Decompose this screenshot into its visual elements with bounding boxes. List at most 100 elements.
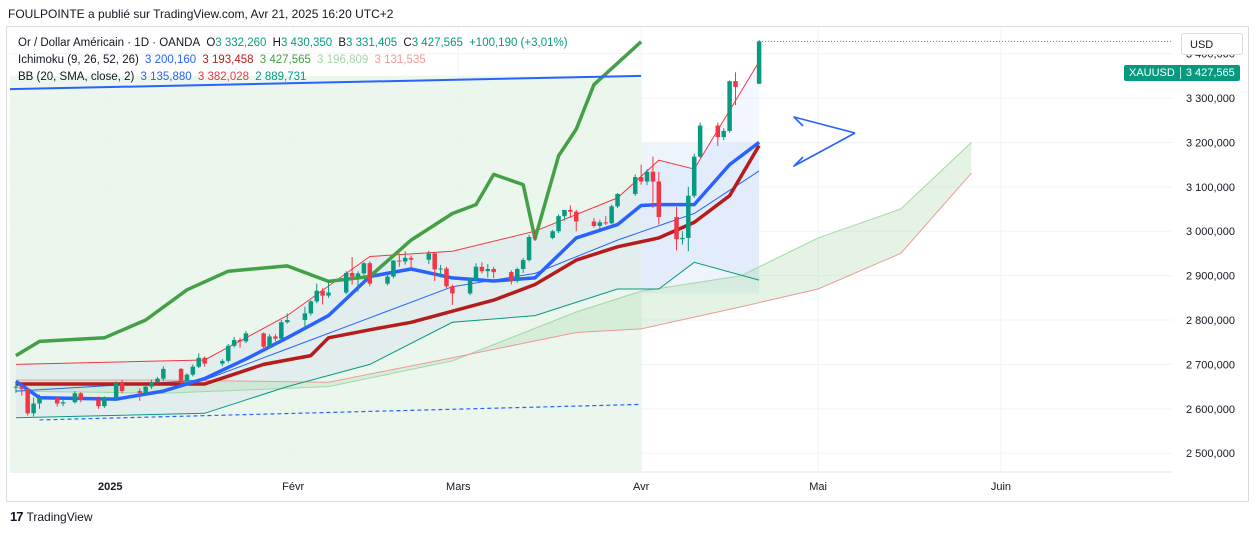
legend-ichimoku[interactable]: Ichimoku (9, 26, 52, 26) 3 200,160 3 193… bbox=[18, 52, 571, 69]
annotations bbox=[9, 40, 1172, 421]
candle-body bbox=[644, 171, 650, 182]
candle-body bbox=[680, 237, 685, 240]
chikou-value: 3 427,565 bbox=[259, 54, 311, 66]
candle-body bbox=[432, 253, 437, 270]
candle-body bbox=[220, 360, 225, 364]
close-label: C bbox=[403, 37, 412, 49]
candle-body bbox=[515, 268, 520, 281]
candle-body bbox=[603, 222, 608, 224]
candle-body bbox=[397, 260, 402, 262]
tradingview-footer[interactable]: 17 TradingView bbox=[10, 509, 93, 524]
close-value: 3 427,565 bbox=[411, 37, 463, 49]
y-tick-label: 3 000,000 bbox=[1186, 226, 1235, 238]
x-tick-label: Juin bbox=[991, 481, 1011, 493]
candle-body bbox=[361, 263, 367, 274]
chart-legend: Or / Dollar Américain · 1D · OANDA O3 33… bbox=[18, 35, 571, 86]
candle-body bbox=[190, 366, 196, 375]
bb-upper-value: 3 382,028 bbox=[197, 71, 250, 83]
candle-body bbox=[597, 222, 603, 226]
candle-body bbox=[243, 333, 249, 342]
candle-body bbox=[31, 403, 36, 414]
candle-body bbox=[267, 336, 272, 347]
x-tick-label: Mai bbox=[809, 481, 827, 493]
candle-body bbox=[261, 333, 266, 347]
y-tick-label: 2 900,000 bbox=[1186, 271, 1235, 283]
candle-body bbox=[113, 383, 119, 398]
bb-lower-line bbox=[15, 261, 760, 419]
candle-body bbox=[367, 263, 373, 284]
candle-body bbox=[60, 402, 66, 404]
candle-body bbox=[13, 386, 19, 388]
candle-body bbox=[202, 357, 207, 364]
candle-body bbox=[391, 260, 396, 277]
legend-ohlc[interactable]: Or / Dollar Américain · 1D · OANDA O3 33… bbox=[18, 35, 571, 52]
candle-body bbox=[273, 336, 278, 339]
currency-button[interactable]: USD bbox=[1181, 33, 1243, 55]
open-label: O bbox=[206, 37, 216, 49]
candle-body bbox=[308, 301, 314, 314]
candle-body bbox=[143, 386, 148, 393]
candle-body bbox=[727, 81, 732, 131]
y-tick-label: 2 600,000 bbox=[1186, 404, 1235, 416]
candle-body bbox=[715, 125, 721, 138]
change-value: +100,190 (+3,01%) bbox=[469, 37, 568, 49]
candle-body bbox=[650, 171, 656, 182]
kijun-line bbox=[15, 144, 761, 386]
span-a-value: 3 196,809 bbox=[317, 54, 369, 66]
candle-body bbox=[609, 206, 614, 224]
candle-body bbox=[137, 391, 143, 393]
publisher-header: FOULPOINTE a publié sur TradingView.com,… bbox=[8, 7, 394, 21]
high-label: H bbox=[272, 37, 281, 49]
y-tick-label: 2 500,000 bbox=[1186, 448, 1235, 460]
candle-body bbox=[444, 268, 449, 287]
candle-body bbox=[178, 368, 184, 381]
candle-body bbox=[691, 156, 697, 196]
candle-body bbox=[520, 260, 526, 269]
candle-body bbox=[37, 397, 42, 404]
candle-body bbox=[721, 130, 726, 138]
candle-body bbox=[25, 388, 30, 414]
candle-body bbox=[343, 272, 349, 293]
ichimoku-cloud bbox=[15, 142, 972, 394]
bb-label: BB (20, SMA, close, 2) bbox=[18, 71, 135, 83]
tradingview-logo-icon: 17 bbox=[10, 509, 24, 524]
span-a-line bbox=[15, 142, 972, 394]
symbol-label: Or / Dollar Américain · 1D · OANDA bbox=[18, 37, 201, 49]
y-tick-label: 2 800,000 bbox=[1186, 315, 1235, 327]
candle-body bbox=[320, 290, 325, 296]
candle-body bbox=[385, 276, 390, 284]
candle-body bbox=[72, 393, 78, 403]
x-tick-label: Févr bbox=[282, 481, 304, 493]
candle-body bbox=[102, 397, 107, 407]
brand-name: TradingView bbox=[26, 509, 93, 524]
candle-body bbox=[733, 81, 738, 87]
trendline-solid bbox=[9, 74, 642, 91]
candle-body bbox=[237, 340, 243, 342]
candle-body bbox=[509, 272, 514, 281]
candle-body bbox=[326, 292, 331, 296]
chikou-line bbox=[14, 40, 643, 358]
candle-body bbox=[96, 399, 101, 407]
candle-body bbox=[574, 211, 579, 222]
candle-body bbox=[697, 125, 703, 157]
candle-body bbox=[526, 237, 532, 261]
candle-body bbox=[225, 345, 231, 361]
y-tick-label: 3 300,000 bbox=[1186, 93, 1235, 105]
legend-bb[interactable]: BB (20, SMA, close, 2) 3 135,880 3 382,0… bbox=[18, 69, 571, 86]
candle-body bbox=[155, 378, 160, 383]
candle-body bbox=[556, 216, 561, 232]
candle-body bbox=[184, 374, 190, 381]
high-value: 3 430,350 bbox=[280, 37, 333, 49]
candle-body bbox=[161, 368, 166, 379]
candle-body bbox=[438, 268, 443, 270]
candle-body bbox=[485, 268, 491, 272]
candles bbox=[13, 40, 762, 417]
candle-body bbox=[656, 181, 662, 218]
candle-body bbox=[231, 340, 237, 346]
candle-body bbox=[302, 313, 308, 321]
bb-band-fill bbox=[15, 61, 760, 418]
candle-body bbox=[473, 266, 479, 280]
candle-body bbox=[568, 209, 573, 212]
candle-body bbox=[355, 273, 361, 277]
